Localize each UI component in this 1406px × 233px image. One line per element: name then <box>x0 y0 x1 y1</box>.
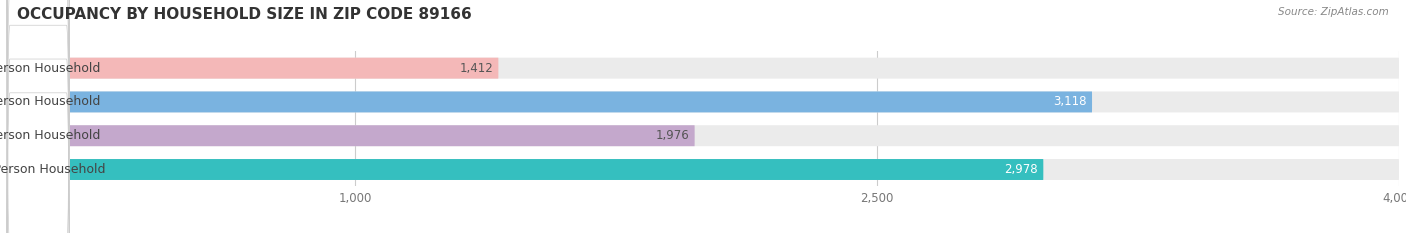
Text: OCCUPANCY BY HOUSEHOLD SIZE IN ZIP CODE 89166: OCCUPANCY BY HOUSEHOLD SIZE IN ZIP CODE … <box>17 7 471 22</box>
Text: 4+ Person Household: 4+ Person Household <box>0 163 105 176</box>
FancyBboxPatch shape <box>7 125 1399 146</box>
FancyBboxPatch shape <box>7 0 69 233</box>
FancyBboxPatch shape <box>7 92 1399 112</box>
Text: Source: ZipAtlas.com: Source: ZipAtlas.com <box>1278 7 1389 17</box>
FancyBboxPatch shape <box>7 58 498 79</box>
FancyBboxPatch shape <box>7 0 69 233</box>
FancyBboxPatch shape <box>7 0 69 233</box>
FancyBboxPatch shape <box>7 58 1399 79</box>
FancyBboxPatch shape <box>7 92 1092 112</box>
Text: 3,118: 3,118 <box>1053 96 1087 108</box>
Text: 1-Person Household: 1-Person Household <box>0 62 100 75</box>
Text: 2,978: 2,978 <box>1004 163 1038 176</box>
FancyBboxPatch shape <box>7 159 1399 180</box>
FancyBboxPatch shape <box>7 0 69 233</box>
Text: 1,976: 1,976 <box>655 129 689 142</box>
Text: 1,412: 1,412 <box>460 62 494 75</box>
Text: 3-Person Household: 3-Person Household <box>0 129 100 142</box>
FancyBboxPatch shape <box>7 125 695 146</box>
FancyBboxPatch shape <box>7 159 1043 180</box>
Text: 2-Person Household: 2-Person Household <box>0 96 100 108</box>
